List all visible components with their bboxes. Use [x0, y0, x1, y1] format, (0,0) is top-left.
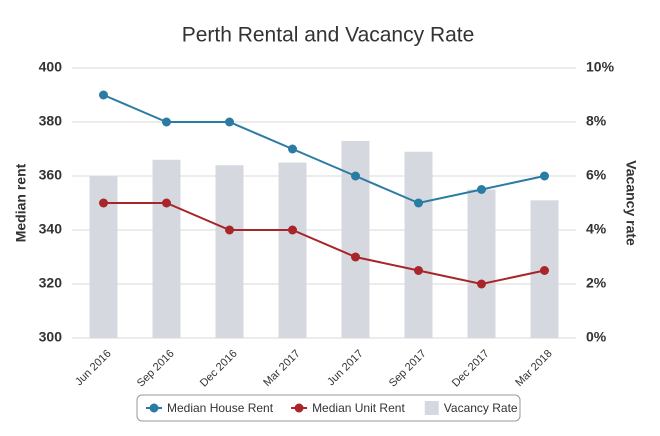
- x-tick-label: Sep 2016: [135, 348, 177, 390]
- y-tick-label: 380: [39, 113, 63, 129]
- y2-tick-label: 4%: [586, 221, 607, 237]
- y-tick-label: 340: [39, 221, 63, 237]
- point: [288, 225, 297, 235]
- legend-label: Median Unit Rent: [312, 401, 405, 415]
- bar: [152, 159, 181, 338]
- legend-label: Median House Rent: [167, 401, 274, 415]
- point: [225, 225, 234, 235]
- bar: [215, 165, 244, 338]
- x-tick-label: Dec 2017: [450, 348, 492, 390]
- y-tick-label: 400: [39, 59, 63, 75]
- y2-axis-title: Vacancy rate: [623, 160, 639, 246]
- line: [103, 94, 545, 205]
- chart-title: Perth Rental and Vacancy Rate: [182, 24, 475, 47]
- x-tick-label: Dec 2016: [198, 348, 240, 390]
- point: [414, 266, 423, 275]
- bar: [467, 189, 496, 338]
- x-tick-label: Jun 2016: [73, 348, 113, 388]
- y-axis-title: Median rent: [13, 163, 29, 242]
- point: [540, 171, 549, 181]
- y-tick-label: 320: [39, 275, 63, 291]
- y2-tick-label: 0%: [586, 329, 607, 345]
- legend-swatch: [294, 403, 304, 413]
- point: [288, 144, 297, 154]
- y-tick-label: 360: [39, 167, 63, 183]
- bar: [341, 140, 370, 338]
- bar: [404, 151, 433, 338]
- line: [103, 202, 545, 286]
- x-tick-label: Mar 2017: [261, 348, 302, 389]
- legend-swatch: [149, 403, 159, 413]
- legend-label: Vacancy Rate: [444, 401, 518, 415]
- legend-swatch: [424, 401, 439, 415]
- x-tick-label: Mar 2018: [513, 348, 554, 389]
- point: [162, 198, 171, 208]
- y2-tick-label: 6%: [586, 167, 607, 183]
- point: [414, 198, 423, 208]
- x-tick-label: Sep 2017: [387, 348, 429, 390]
- y2-tick-label: 2%: [586, 275, 607, 291]
- point: [99, 90, 108, 100]
- legend-box: [136, 394, 521, 422]
- y-tick-label: 300: [39, 329, 63, 345]
- y2-tick-label: 8%: [586, 113, 607, 129]
- point: [351, 252, 360, 262]
- point: [225, 117, 234, 127]
- point: [540, 266, 549, 275]
- point: [162, 117, 171, 127]
- bar: [278, 162, 307, 338]
- point: [477, 279, 486, 289]
- point: [99, 198, 108, 208]
- point: [477, 185, 486, 194]
- point: [351, 171, 360, 181]
- x-tick-label: Jun 2017: [325, 348, 365, 388]
- y2-tick-label: 10%: [586, 59, 615, 75]
